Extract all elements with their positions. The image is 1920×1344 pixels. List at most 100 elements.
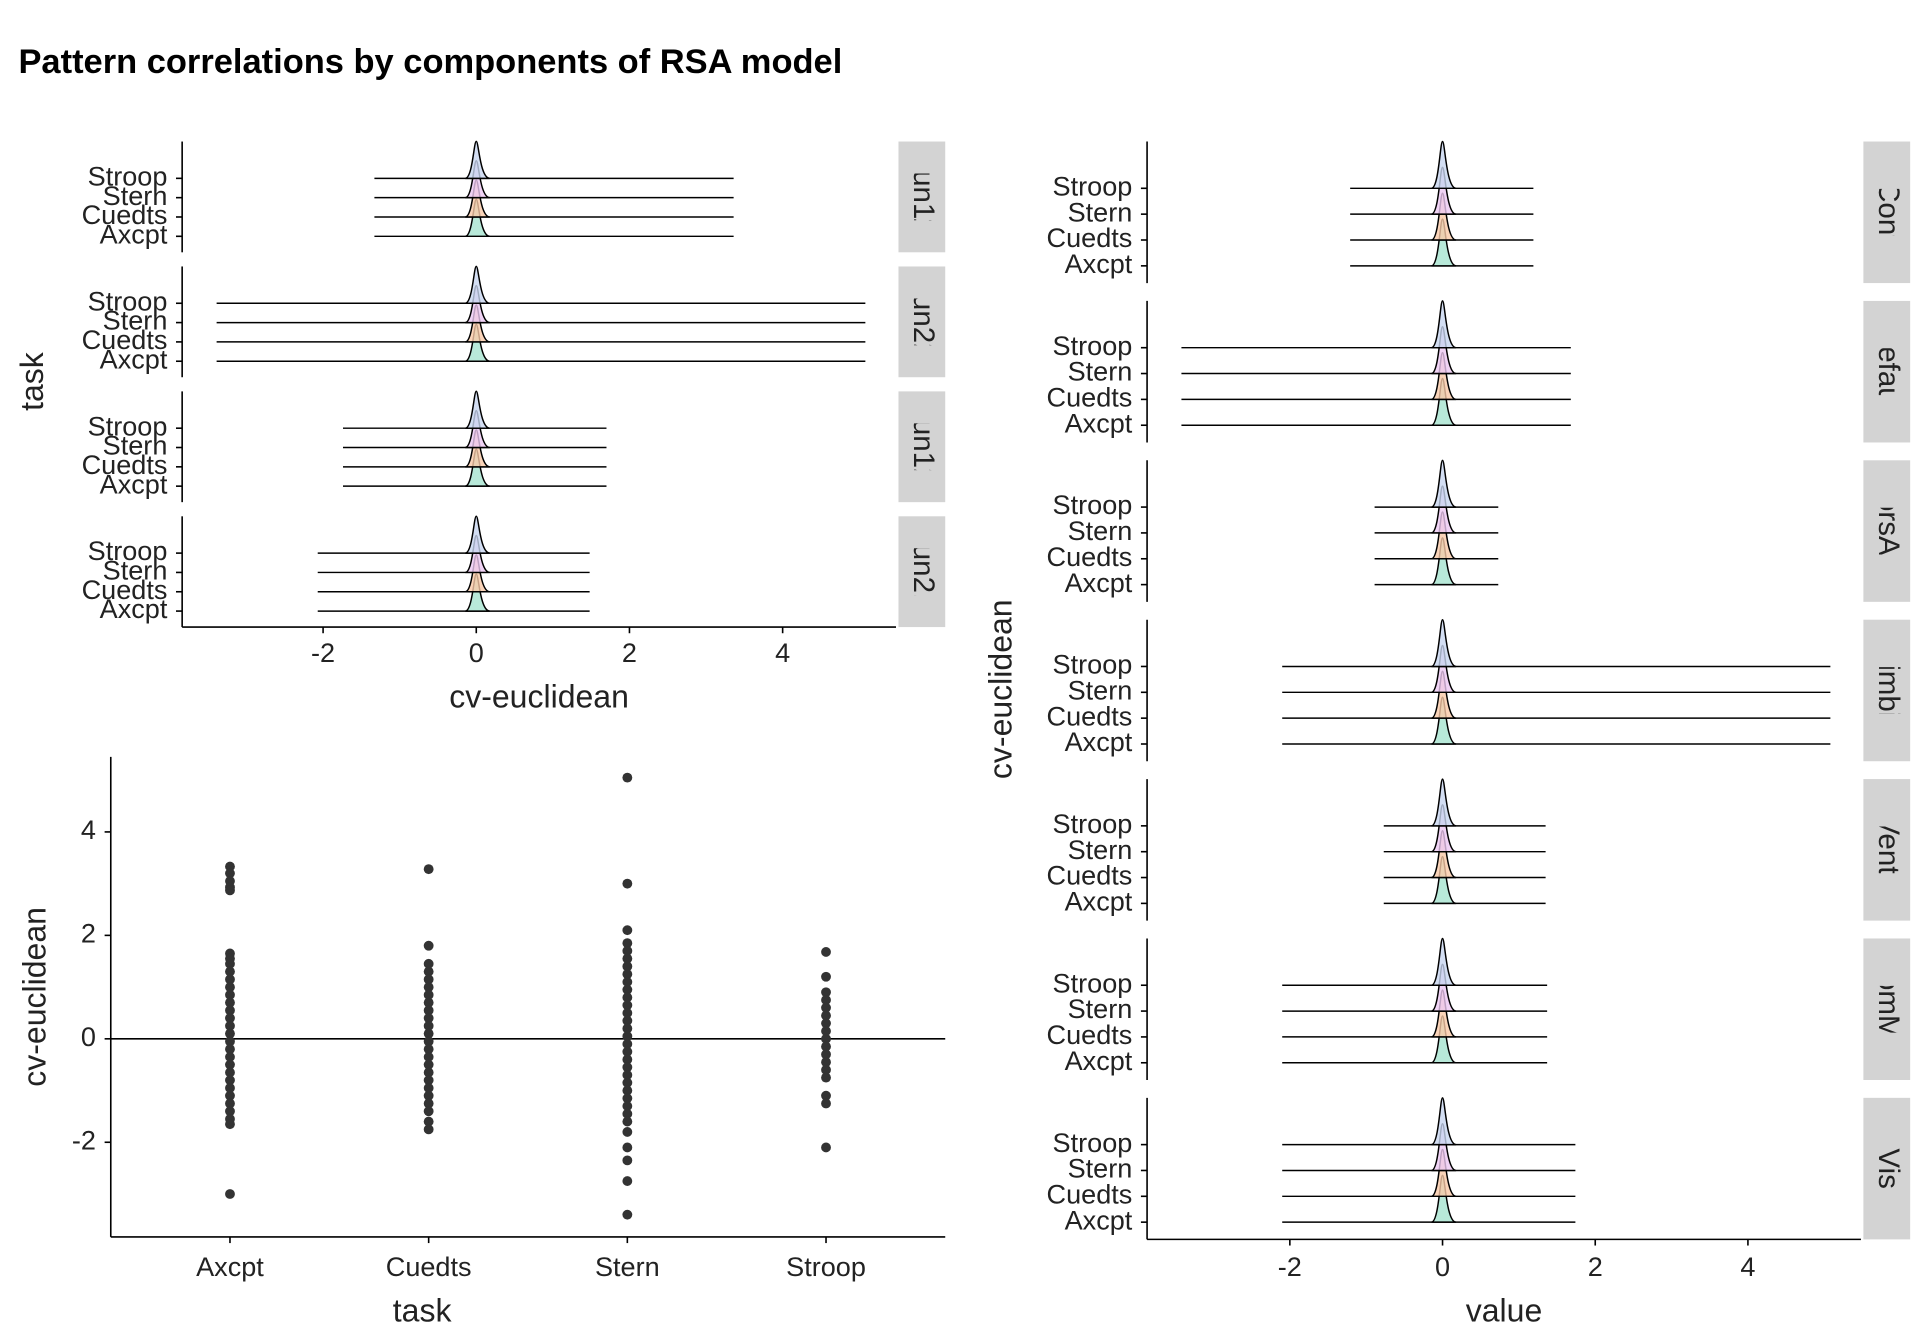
y-tick-label: Stern: [103, 180, 168, 211]
x-axis-title: cv-euclidean: [449, 679, 629, 715]
point: [622, 1062, 633, 1073]
point: [622, 1070, 633, 1080]
point: [622, 1101, 633, 1111]
facet-strip: [1863, 460, 1911, 602]
ridge-peak: [464, 515, 491, 554]
x-tick-label: -2: [311, 637, 335, 668]
point: [423, 1028, 434, 1039]
point: [423, 1116, 434, 1127]
facet-strip: [1863, 619, 1911, 762]
y-tick-label: 0: [81, 1021, 96, 1052]
y-tick-label: Stern: [1068, 515, 1133, 546]
point: [821, 971, 831, 982]
ridge-peak: [1430, 300, 1457, 349]
ridge-peak: [1430, 937, 1457, 986]
point: [423, 1067, 434, 1078]
ridge-peak: [1430, 778, 1457, 827]
point: [821, 1057, 831, 1068]
y-tick-label: Stern: [1068, 993, 1133, 1024]
point: [225, 1013, 235, 1024]
facet-strip: [1863, 300, 1911, 443]
point: [622, 961, 633, 972]
y-tick-label: Stroop: [1053, 170, 1133, 201]
point: [622, 1093, 633, 1104]
point: [423, 982, 434, 993]
point: [225, 1083, 235, 1093]
point: [622, 925, 633, 936]
ridge-peak: [1430, 140, 1457, 190]
facet-strip: [898, 516, 946, 628]
point: [423, 966, 434, 977]
y-tick-label: Axcpt: [1065, 726, 1133, 757]
point: [622, 1031, 633, 1042]
facet-label: run21: [907, 534, 940, 610]
point: [225, 1059, 235, 1070]
ridge-peak: [1430, 459, 1457, 508]
y-tick-label: Stern: [1068, 674, 1133, 705]
point: [423, 1075, 434, 1086]
point: [622, 1155, 633, 1166]
y-tick-label: 2: [81, 918, 96, 949]
y-tick-label: Cuedts: [1047, 1019, 1133, 1050]
x-tick-label: Stern: [595, 1251, 660, 1282]
y-tick-label: Stern: [103, 555, 168, 586]
facet-label: Cont: [1872, 181, 1905, 243]
facet-strip: [898, 266, 946, 378]
facet-strip: [1863, 1097, 1911, 1240]
point: [423, 1013, 434, 1024]
point: [622, 953, 633, 964]
point: [622, 1085, 633, 1096]
point: [225, 868, 235, 879]
point: [821, 1064, 831, 1075]
point: [225, 1189, 235, 1199]
point: [622, 1077, 633, 1088]
y-tick-label: Axcpt: [1065, 886, 1133, 917]
point: [225, 974, 235, 985]
x-tick-label: 4: [775, 637, 790, 668]
point: [423, 989, 434, 1000]
point: [225, 885, 235, 896]
x-tick-label: 4: [1740, 1251, 1755, 1282]
point: [423, 1005, 434, 1016]
y-tick-label: Stern: [103, 305, 168, 336]
point: [622, 1023, 633, 1034]
point: [225, 1106, 235, 1117]
y-tick-label: Cuedts: [1047, 1178, 1133, 1209]
y-tick-label: Stroop: [1053, 489, 1133, 520]
point: [622, 1176, 633, 1186]
point: [225, 1090, 235, 1101]
point: [225, 997, 235, 1008]
ridge-peak: [464, 265, 491, 304]
y-tick-label: Axcpt: [1065, 1204, 1133, 1235]
point: [225, 958, 235, 969]
facet-label: DorsAttn: [1872, 474, 1905, 589]
facet-label: Limbic: [1872, 648, 1905, 733]
point: [821, 1002, 831, 1013]
point: [622, 984, 633, 995]
y-tick-label: Stern: [1068, 196, 1133, 227]
ridge-peak: [1430, 1097, 1457, 1146]
point: [423, 958, 434, 969]
point: [423, 997, 434, 1008]
y-axis-title: cv-euclidean: [16, 907, 52, 1087]
y-tick-label: Stern: [1068, 1153, 1133, 1184]
point: [225, 1119, 235, 1130]
point: [821, 1049, 831, 1060]
y-tick-label: Stern: [103, 430, 168, 461]
point: [423, 1124, 434, 1135]
point: [821, 1010, 831, 1021]
point: [225, 989, 235, 1000]
facet-label: run22: [907, 284, 940, 360]
point: [423, 1090, 434, 1101]
y-axis-title: task: [14, 351, 50, 411]
x-axis-title: value: [1466, 1293, 1543, 1329]
point: [622, 1039, 633, 1049]
point: [225, 1067, 235, 1078]
point: [622, 1142, 633, 1153]
point: [821, 1026, 831, 1036]
x-tick-label: Stroop: [786, 1251, 866, 1282]
y-tick-label: Axcpt: [100, 593, 168, 624]
y-tick-label: Cuedts: [82, 324, 168, 355]
x-tick-label: Axcpt: [196, 1251, 264, 1282]
